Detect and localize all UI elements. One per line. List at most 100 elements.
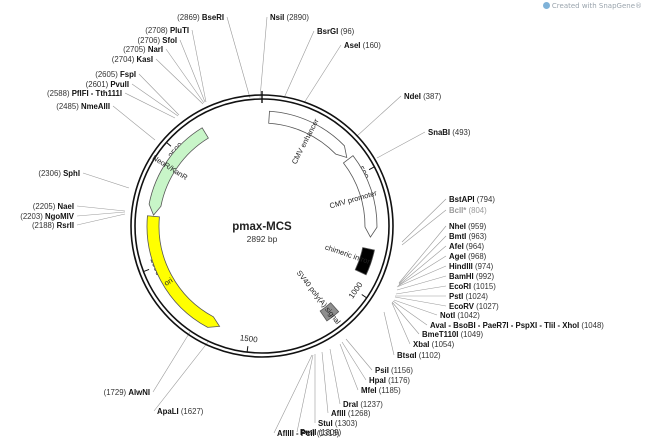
site-position: (2485) [56,102,81,111]
site-name: NsiI [270,13,284,22]
site-leader-line [321,351,329,414]
snapgene-credit: Created with SnapGene® [542,2,642,10]
site-position: (1027) [474,302,499,311]
site-name: StuI [318,419,333,428]
site-label: (2485) NmeAIII [56,102,110,111]
site-label: PmlI (1309) [300,428,342,437]
site-label: BstAPI (794) [449,195,495,204]
plasmid-backbone [130,91,394,358]
site-label: (2203) NgoMIV [20,212,75,221]
site-label: (2601) PvuII [86,80,129,89]
site-label: MfeI (1185) [361,386,401,395]
site-position: (2601) [86,80,111,89]
tick-mark-2500 [166,141,172,147]
site-label: EcoRI (1015) [449,282,496,291]
site-label: (2588) PflFI - Tth111I [47,89,122,98]
site-position: (1048) [579,321,604,330]
site-name: DraI [343,400,358,409]
site-position: (963) [466,232,487,241]
site-leader-line [152,331,191,393]
site-label: (2188) RsrII [32,221,74,230]
feature-cmv-promoter [342,155,378,238]
site-leader-line [398,225,447,284]
site-name: NarI [148,45,163,54]
site-name: PluTI [170,26,189,35]
site-position: (1054) [429,340,454,349]
snapgene-logo-icon [542,2,550,9]
tick-label-1000: 1000 [347,280,365,300]
site-position: (1015) [471,282,496,291]
site-name: PsiI [375,366,389,375]
site-position: (2704) [112,55,137,64]
site-label: NsiI (2890) [270,13,309,22]
site-name: XbaI [413,340,429,349]
plasmid-size: 2892 bp [247,234,278,244]
restriction-site-labels: NsiI (2890) (2869) BseRI BsrGI (96) AseI (1… [20,13,604,438]
site-label: (2605) FspI [95,70,136,79]
site-leader-line [392,300,428,326]
site-label: (2705) NarI [123,45,163,54]
site-leader-line [283,30,315,99]
site-leader-line [153,341,209,412]
site-name: AflII [331,409,346,418]
site-leader-line [76,205,126,212]
site-position: (2605) [95,70,120,79]
site-leader-line [383,311,395,356]
site-name: BtsαI [397,351,417,360]
site-name: RsrII [57,221,74,230]
site-leader-line [401,198,447,243]
site-leader-line [391,302,411,345]
site-label: HindIII (974) [449,262,494,271]
site-position: (2203) [20,212,45,221]
site-leader-line [303,44,342,104]
site-label: (2708) PluTI [145,26,189,35]
site-name: AlwNI [128,388,150,397]
site-name: BclI* [449,206,467,215]
site-leader-line [396,275,447,291]
site-name: EcoRV [449,302,475,311]
site-position: (160) [360,41,381,50]
site-position: (964) [464,242,485,251]
site-position: (2708) [145,26,170,35]
site-label: PstI (1024) [449,292,488,301]
site-position: (1049) [458,330,483,339]
site-position: (2869) [177,13,202,22]
site-label: NheI (959) [449,222,487,231]
site-label: StuI (1303) [318,419,358,428]
site-position: (2890) [284,13,309,22]
site-position: (1729) [104,388,129,397]
site-name: AgeI [449,252,466,261]
site-leader-line [376,131,426,159]
site-label: BmeT110I (1049) [422,330,484,339]
site-leader-line [273,354,313,434]
site-leader-lines [76,16,447,434]
site-label: AvaI - BsoBI - PaeR7I - PspXI - TliI - X… [430,321,604,330]
site-leader-line [391,301,420,335]
site-label: AseI (160) [344,41,381,50]
site-position: (2705) [123,45,148,54]
site-label: EcoRV (1027) [449,302,499,311]
site-leader-line [138,73,180,116]
site-position: (1042) [455,311,480,320]
site-label: HpaI (1176) [369,376,410,385]
site-position: (974) [473,262,494,271]
site-label: PsiI (1156) [375,366,413,375]
site-label: DraI (1237) [343,400,383,409]
tick-mark-2000 [143,268,150,273]
site-position: (493) [450,128,471,137]
feature-ori [146,215,221,328]
site-name: HindIII [449,262,473,271]
site-position: (804) [466,206,487,215]
feature-neor-kanr [148,127,209,216]
site-name: NdeI [404,92,421,101]
site-name: AflIII - PciI [277,429,315,438]
site-label: BsrGI (96) [317,27,355,36]
site-name: SnaBI [428,128,450,137]
site-name: ApaLI [157,407,179,416]
site-position: (2205) [33,202,58,211]
site-name: SphI [63,169,80,178]
site-position: (1024) [463,292,488,301]
site-name: BstAPI [449,195,475,204]
site-leader-line [397,255,447,287]
site-leader-line [401,209,447,246]
